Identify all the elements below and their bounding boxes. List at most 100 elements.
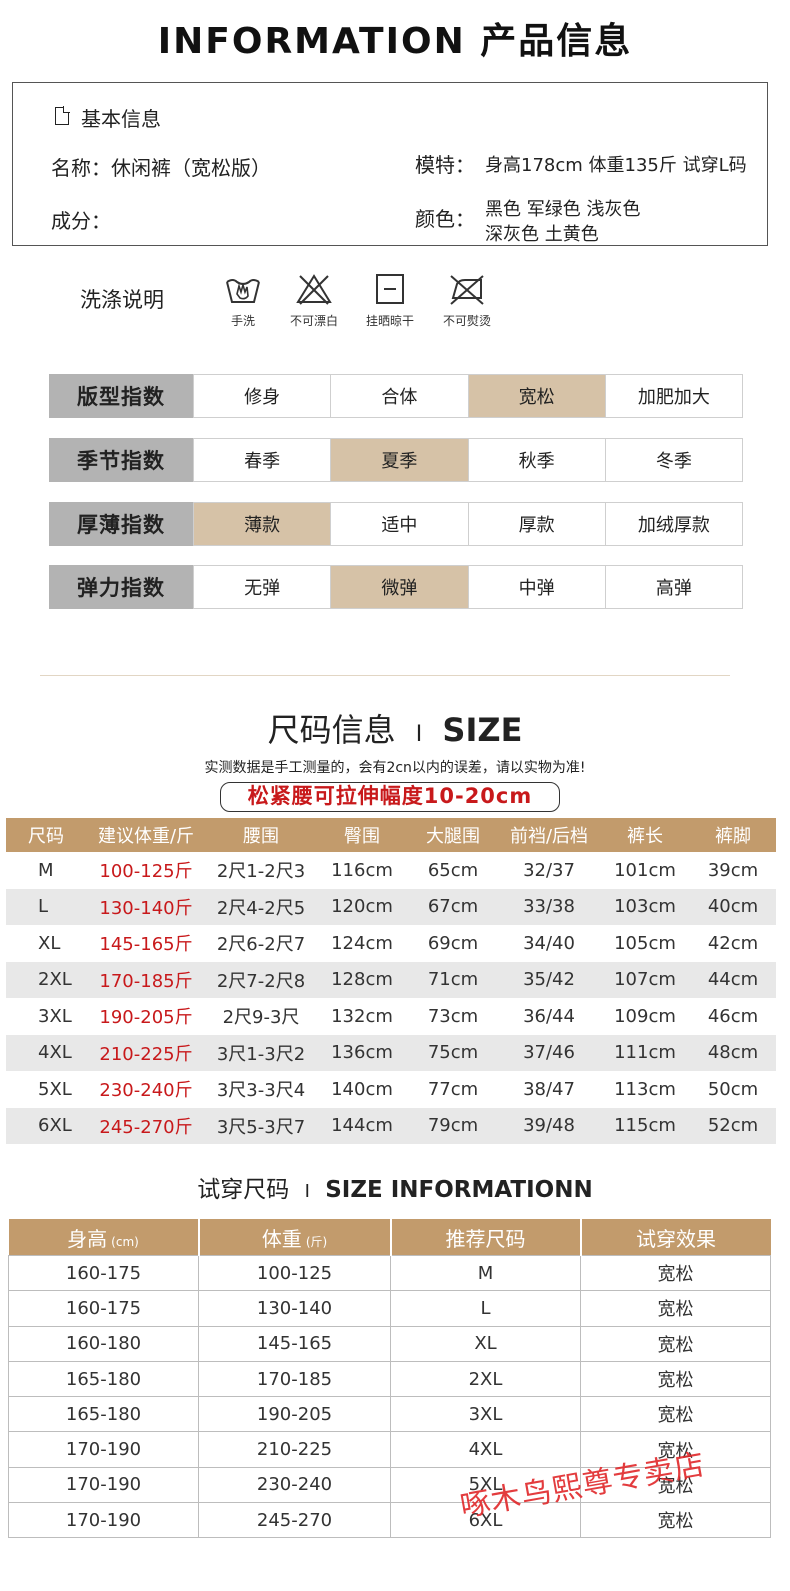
table-cell: 136cm [316,1034,408,1071]
column-header: 臀围 [316,818,408,852]
table-row: 170-190 230-240 5XL 宽松 [8,1466,771,1504]
index-option: 无弹 [193,566,330,608]
index-option: 微弹 [330,566,468,608]
table-cell: 145-165 [198,1325,391,1362]
table-cell: 101cm [614,859,676,881]
index-options: 无弹 微弹 中弹 高弹 [193,565,743,609]
table-row: XL 145-165斤 2尺6-2尺7 124cm 69cm 34/40 105cm 42cm [6,925,776,962]
measurement-note: 实测数据是手工测量的，会有2cn以内的误差，请以实物为准! [204,760,586,776]
column-header: 大腿围 [408,818,498,852]
table-cell: 宽松 [580,1502,771,1539]
index-options: 修身 合体 宽松 加肥加大 [193,374,743,418]
index-option: 加肥加大 [604,375,742,417]
table-cell: M [38,859,54,881]
table-cell: 46cm [707,1005,759,1027]
index-option: 薄款 [193,503,331,545]
table-row: 5XL 230-240斤 3尺3-3尺4 140cm 77cm 38/47 113cm 50c… [6,1071,776,1108]
table-cell: 4XL [390,1431,581,1468]
header-unit: (cm) [111,1234,139,1249]
table-cell: 170-185 [198,1360,391,1398]
elasticity-index-row: 弹力指数 无弹 微弹 中弹 高弹 [49,565,743,609]
try-table-header: 身高 (cm) 体重 (斤) 推荐尺码 试穿效果 [8,1219,771,1256]
table-cell: 144cm [316,1107,408,1144]
size-title-cn: 尺码信息 [267,711,396,749]
index-option: 厚款 [467,503,605,545]
table-cell: 40cm [690,888,776,925]
table-row: 170-190 245-270 6XL 宽松 [8,1502,771,1539]
column-header: 前裆/后档 [498,818,600,852]
model-label: 模特： [415,153,475,177]
table-cell: 79cm [408,1107,498,1144]
size-chart-table: 尺码 建议体重/斤 腰围 臀围 大腿围 前裆/后档 裤长 裤脚 M 100-125… [6,818,776,1144]
table-cell: 48cm [690,1034,776,1071]
table-cell: 2尺6-2尺7 [216,934,306,956]
wash-caption: 手洗 [230,314,255,328]
table-cell: 107cm [600,961,690,998]
table-cell: 145-165斤 [99,934,193,956]
column-header: 裤长 [600,818,690,852]
table-cell: 2XL [6,961,86,998]
table-cell: 3尺5-3尺7 [206,1107,316,1144]
table-cell: 210-225 [198,1431,391,1468]
basic-info-box: 基本信息 名称：休闲裤（宽松版） 成分： 模特： 身高178cm 体重135斤 … [12,82,768,246]
document-icon [55,106,70,125]
section-divider [40,675,730,676]
table-cell: 73cm [427,1005,479,1027]
table-cell: 170-185斤 [86,961,206,998]
table-cell: 宽松 [580,1254,771,1292]
column-header: 推荐尺码 [389,1219,581,1256]
table-cell: 100-125 [198,1254,391,1292]
table-cell: 3XL [38,1005,72,1027]
table-cell: 65cm [427,859,479,881]
table-cell: XL [390,1325,581,1362]
try-section-title: 试穿尺码 I SIZE INFORMATIONN [0,1170,790,1204]
index-option: 夏季 [330,439,468,481]
table-cell: 165-180 [8,1396,199,1433]
table-cell: 6XL [6,1107,86,1144]
size-title-en: SIZE [442,711,523,749]
table-cell: 33/38 [498,888,600,925]
table-cell: 宽松 [580,1396,771,1433]
season-index-row: 季节指数 春季 夏季 秋季 冬季 [49,438,743,482]
column-header: 尺码 [6,818,86,852]
no-bleach-icon [296,274,332,305]
table-cell: 128cm [316,961,408,998]
table-row: 165-180 170-185 2XL 宽松 [8,1360,771,1398]
table-cell: XL [38,932,61,954]
table-cell: 38/47 [523,1078,575,1100]
table-cell: 6XL [390,1502,581,1539]
table-cell: 116cm [331,859,393,881]
wash-caption: 不可熨烫 [442,314,491,328]
index-option: 秋季 [467,439,605,481]
header-label: 推荐尺码 [445,1226,526,1251]
color-line-1: 黑色 军绿色 浅灰色 [485,199,641,220]
fit-index-row: 版型指数 修身 合体 宽松 加肥加大 [49,374,743,418]
table-cell: 160-180 [8,1325,199,1362]
color-label: 颜色： [415,207,475,231]
table-cell: 210-225斤 [86,1034,206,1071]
table-cell: 3XL [390,1396,581,1433]
table-cell: 36/44 [523,1005,575,1027]
column-header: 裤脚 [690,818,776,852]
table-cell: 165-180 [8,1360,199,1398]
table-cell: 124cm [331,932,393,954]
table-cell: L [6,888,86,925]
table-row: 165-180 190-205 3XL 宽松 [8,1396,771,1433]
index-option: 春季 [193,439,330,481]
table-cell: 宽松 [580,1360,771,1398]
index-option: 修身 [193,375,330,417]
table-cell: 130-140斤 [86,888,206,925]
table-cell: 160-175 [8,1290,199,1327]
table-row: 170-190 210-225 4XL 宽松 [8,1431,771,1468]
table-cell: 100-125斤 [99,861,193,883]
table-cell: 宽松 [580,1325,771,1362]
table-cell: 115cm [600,1107,690,1144]
wash-caption: 不可漂白 [289,314,338,328]
table-cell: 140cm [331,1078,393,1100]
table-cell: 170-190 [8,1502,199,1539]
model-value: 身高178cm 体重135斤 试穿L码 [485,155,747,176]
table-cell: 42cm [707,932,759,954]
title-separator: I [304,1181,310,1202]
table-row: 6XL 245-270斤 3尺5-3尺7 144cm 79cm 39/48 115cm 52c… [6,1107,776,1144]
table-cell: 2尺1-2尺3 [216,861,306,883]
